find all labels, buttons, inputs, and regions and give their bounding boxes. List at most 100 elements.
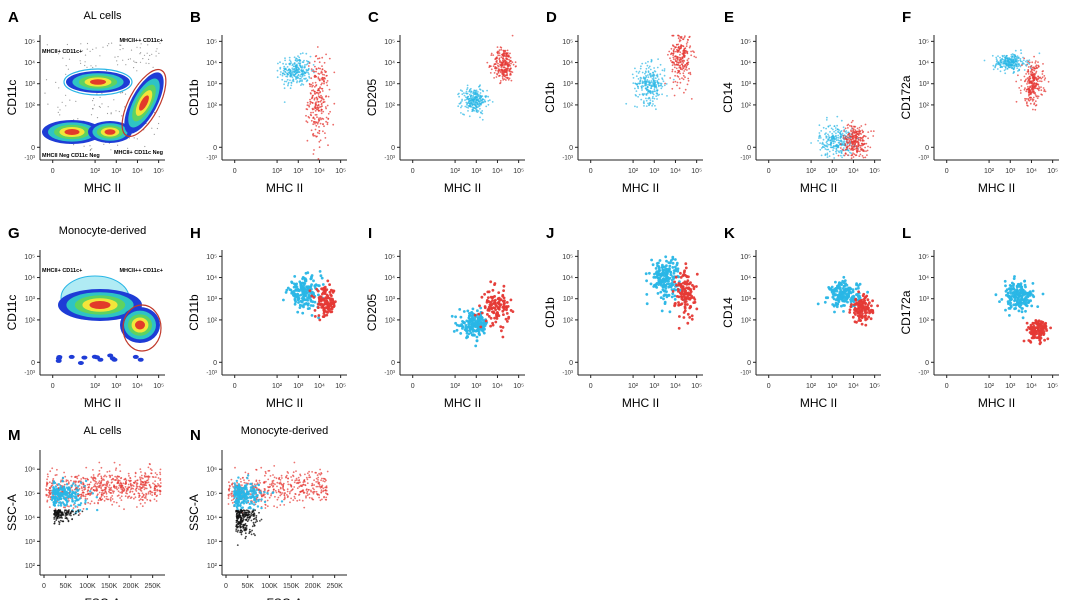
cyan-point	[663, 293, 667, 297]
cyan-point	[286, 66, 289, 68]
red-point	[852, 156, 855, 158]
red-point	[856, 150, 859, 153]
red-point	[317, 77, 320, 80]
red-point	[1037, 66, 1040, 68]
cyan-point	[834, 293, 838, 297]
red-point	[844, 138, 846, 141]
red-point	[495, 76, 498, 78]
red-point	[105, 491, 108, 494]
x-tick-label: 10³	[649, 383, 660, 390]
cyan-point	[300, 289, 304, 292]
cyan-point	[855, 293, 858, 297]
red-point	[679, 271, 682, 275]
red-point	[1040, 80, 1043, 83]
background-event	[139, 61, 142, 63]
data-points	[450, 280, 515, 348]
red-point	[315, 70, 317, 73]
red-point	[1023, 57, 1026, 60]
red-point	[315, 124, 318, 127]
cyan-point	[841, 132, 844, 135]
cyan-point	[839, 281, 843, 285]
cyan-point	[838, 139, 841, 142]
density-fragment	[56, 355, 63, 359]
red-point	[692, 50, 694, 52]
cyan-point	[285, 80, 288, 83]
cyan-point	[822, 138, 825, 141]
cyan-point	[296, 81, 298, 84]
red-point	[509, 298, 513, 302]
red-point	[1041, 70, 1044, 73]
red-point	[502, 79, 505, 81]
cyan-point	[301, 52, 304, 54]
red-point	[870, 304, 873, 308]
cyan-point	[459, 315, 463, 319]
background-event	[158, 116, 160, 118]
cyan-point	[835, 136, 838, 139]
red-point	[674, 74, 676, 77]
red-point	[325, 53, 327, 56]
red-point	[684, 50, 687, 52]
cyan-point	[1016, 67, 1019, 69]
red-point	[1028, 61, 1031, 64]
panel-m: MAL cellsFSC-ASSC-A10²10³10⁴10⁵10⁶050K10…	[5, 425, 165, 600]
red-point	[320, 77, 323, 80]
y-tick-label: 0	[925, 145, 929, 152]
red-point	[862, 156, 865, 159]
red-point	[1035, 64, 1038, 67]
background-event	[96, 117, 99, 119]
cyan-point	[1009, 292, 1013, 295]
cyan-point	[1010, 297, 1013, 301]
cyan-point	[652, 275, 656, 279]
red-point	[310, 68, 313, 70]
red-point	[333, 71, 336, 74]
y-tick-label: 10⁴	[740, 60, 751, 67]
cyan-point	[672, 271, 676, 275]
red-point	[691, 283, 694, 287]
background-event	[140, 52, 142, 54]
red-point	[1043, 338, 1046, 342]
red-point	[673, 48, 675, 51]
red-point	[1020, 79, 1022, 81]
red-point	[686, 59, 689, 62]
cyan-point	[1010, 67, 1013, 70]
red-point	[851, 119, 854, 122]
red-point	[316, 116, 318, 118]
cyan-point	[474, 93, 477, 96]
red-point	[687, 79, 690, 82]
cyan-point	[667, 261, 671, 264]
cyan-point	[643, 100, 645, 103]
red-point	[486, 296, 490, 299]
red-point	[318, 119, 320, 121]
red-point	[1040, 93, 1043, 96]
cyan-point	[647, 76, 650, 79]
cyan-point	[821, 143, 823, 145]
cyan-point	[836, 124, 838, 127]
cyan-point	[464, 99, 466, 101]
red-point	[869, 146, 872, 149]
red-point	[48, 481, 51, 484]
red-point	[1026, 104, 1028, 107]
cyan-point	[655, 275, 659, 279]
red-point	[674, 80, 677, 83]
red-point	[473, 313, 477, 317]
data-points	[282, 270, 337, 322]
cyan-point	[673, 298, 677, 301]
red-point	[49, 470, 52, 473]
cyan-point	[831, 303, 835, 306]
cyan-point	[647, 102, 649, 105]
red-point	[686, 321, 690, 325]
red-point	[478, 304, 481, 308]
red-point	[679, 72, 681, 75]
red-point	[865, 150, 867, 153]
cyan-point	[300, 304, 304, 308]
red-point	[511, 71, 514, 73]
y-tick-label: 10⁴	[24, 60, 35, 67]
cyan-point	[457, 105, 460, 108]
red-point	[306, 101, 309, 104]
red-point	[97, 499, 100, 502]
cyan-point	[833, 157, 836, 159]
background-event	[84, 64, 86, 67]
background-event	[95, 65, 97, 67]
red-point	[1029, 102, 1032, 105]
cyan-point	[649, 68, 652, 71]
